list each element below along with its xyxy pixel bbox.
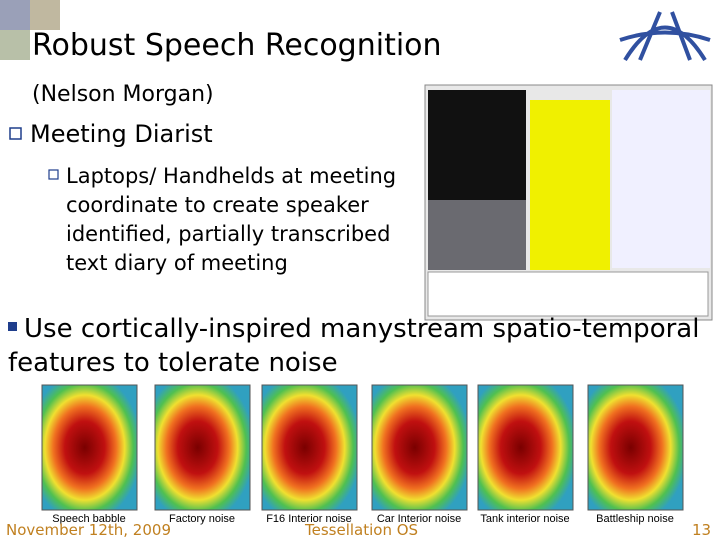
sub-bullet-line: coordinate to create speaker	[66, 193, 369, 217]
figure-caption: Speech babble	[52, 513, 126, 525]
screenshot-pane	[428, 90, 526, 200]
figure-caption: F16 Interior noise	[266, 513, 352, 525]
bullet-line: Use cortically-inspired manystream spati…	[24, 314, 700, 344]
sub-bullet-line: text diary of meeting	[66, 251, 288, 275]
heatmap	[261, 384, 358, 511]
footer-date: November 12th, 2009	[6, 521, 171, 539]
heatmap	[587, 384, 684, 511]
heatmap	[477, 384, 574, 511]
logo-mosaic	[0, 0, 30, 30]
screenshot-pane	[612, 90, 710, 268]
page-number: 13	[692, 521, 712, 539]
screenshot-pane	[530, 100, 610, 270]
subtitle: (Nelson Morgan)	[32, 82, 214, 107]
logo	[619, 11, 711, 62]
sub-bullet-line: Laptops/ Handhelds at meeting	[66, 164, 397, 188]
bullet: Meeting Diarist	[30, 120, 213, 148]
heatmap	[371, 384, 468, 511]
figure-caption: Factory noise	[168, 513, 236, 525]
heatmap	[41, 384, 138, 511]
figure-caption: Tank interior noise	[480, 513, 570, 525]
heatmap	[154, 384, 251, 511]
title: Robust Speech Recognition	[32, 28, 442, 63]
bullet-mark	[8, 322, 17, 331]
bullet-mark	[9, 127, 22, 140]
bullet: Use cortically-inspired manystream spati…	[8, 312, 699, 380]
bullet-line: features to tolerate noise	[8, 348, 338, 378]
figure-caption: Car Interior noise	[376, 513, 462, 525]
footer-center: Tessellation OS	[305, 521, 419, 539]
logo-mosaic	[30, 0, 60, 30]
bullet-mark	[48, 169, 59, 180]
figure-caption: Battleship noise	[596, 513, 674, 525]
sub-bullet: Laptops/ Handhelds at meeting coordinate …	[66, 162, 396, 278]
screenshot-video	[428, 200, 526, 270]
sub-bullet-line: identified, partially transcribed	[66, 222, 391, 246]
screenshot-plot	[427, 271, 709, 317]
logo-mosaic	[0, 30, 30, 60]
